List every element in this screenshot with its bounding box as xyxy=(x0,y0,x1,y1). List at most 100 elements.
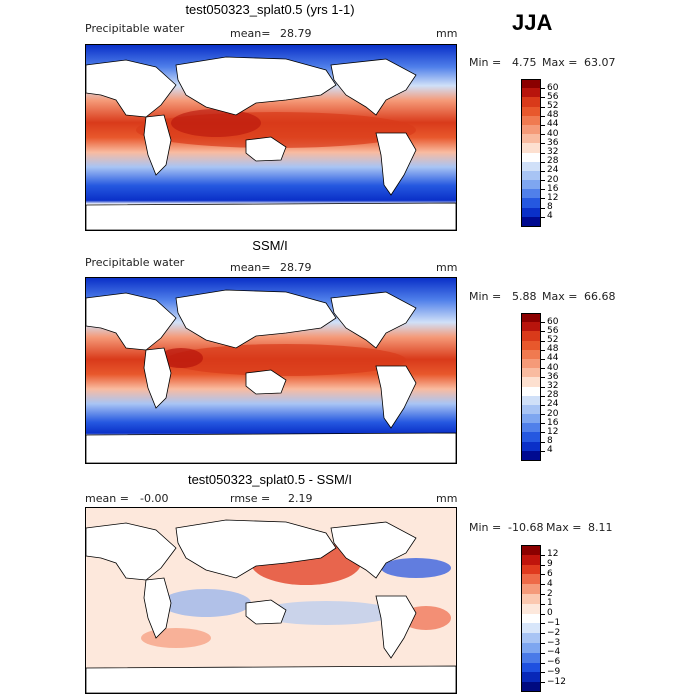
panel2-colorbar-tick xyxy=(541,432,545,434)
panel2-title: SSM/I xyxy=(252,238,288,253)
panel1-min-value: 4.75 xyxy=(512,56,537,69)
panel2-min-value: 5.88 xyxy=(512,290,537,303)
panel2-colorbar-tick xyxy=(541,404,545,406)
panel3-colorbar-label: −2 xyxy=(547,627,561,638)
panel2-colorbar-label: 36 xyxy=(547,371,559,382)
panel3-colorbar-tick xyxy=(541,564,545,566)
panel1-colorbar-label: 4 xyxy=(547,211,553,222)
panel1-colorbar-swatch xyxy=(521,170,541,181)
panel1-colorbar-label: 52 xyxy=(547,101,559,112)
panel2-colorbar-tick xyxy=(541,358,545,360)
panel3-colorbar-swatch xyxy=(521,643,541,653)
panel1-colorbar-swatch xyxy=(521,115,541,126)
panel2-colorbar-swatch xyxy=(521,386,541,397)
panel3-colorbar-tick xyxy=(541,603,545,605)
panel2-colorbar-tick xyxy=(541,377,545,379)
panel1-max-label: Max = xyxy=(542,56,578,69)
panel3-atl-negative xyxy=(381,558,451,578)
panel3-colorbar-label: 12 xyxy=(547,549,559,560)
panel2-colorbar-tick xyxy=(541,349,545,351)
panel1-colorbar-label: 56 xyxy=(547,91,559,102)
panel3-mean-value: -0.00 xyxy=(140,492,169,505)
panel2-colorbar-tick xyxy=(541,395,545,397)
panel2-colorbar-swatch xyxy=(521,441,541,452)
panel3-colorbar-tick xyxy=(541,574,545,576)
panel2-colorbar-swatches: 60 56 52 48 44 40 36 32 28 24 20 16 12 8 4 xyxy=(521,313,571,461)
panel1-title: test050323_splat0.5 (yrs 1-1) xyxy=(185,2,355,17)
panel3-so-positive xyxy=(141,628,211,648)
panel2-colorbar-swatch xyxy=(521,414,541,425)
panel3-colorbar-label: 1 xyxy=(547,598,553,609)
panel2-colorbar-tick xyxy=(541,441,545,443)
panel2-colorbar-label: 52 xyxy=(547,335,559,346)
panel2-colorbar-label: 24 xyxy=(547,399,559,410)
panel3-colorbar-tick xyxy=(541,672,545,674)
panel1-colorbar-label: 36 xyxy=(547,137,559,148)
panel2-colorbar: 60 56 52 48 44 40 36 32 28 24 20 16 12 8 4 xyxy=(521,313,571,461)
panel3-colorbar-tick xyxy=(541,613,545,615)
panel2-mean-value: 28.79 xyxy=(280,261,312,274)
panel2-colorbar-label: 48 xyxy=(547,344,559,355)
panel1-min-label: Min = xyxy=(469,56,502,69)
panel1-colorbar-tick xyxy=(541,198,545,200)
panel2-colorbar-swatch xyxy=(521,340,541,351)
panel3-colorbar-label: −6 xyxy=(547,657,561,668)
panel3-colorbar-swatch xyxy=(521,554,541,565)
panel2-max-label: Max = xyxy=(542,290,578,303)
panel2-map xyxy=(85,277,457,464)
panel2-colorbar-swatch xyxy=(521,368,541,379)
panel3-colorbar-label: −3 xyxy=(547,637,561,648)
panel3-colorbar-swatch xyxy=(521,652,541,663)
panel2-colorbar-label: 28 xyxy=(547,390,559,401)
panel1-colorbar-tick xyxy=(541,152,545,154)
panel1-colorbar-label: 8 xyxy=(547,202,553,213)
panel1-colorbar-label: 20 xyxy=(547,174,559,185)
panel2-mean-label: mean= xyxy=(230,261,271,274)
panel1-map xyxy=(85,44,457,231)
panel3-colorbar-label: −9 xyxy=(547,666,561,677)
panel3-colorbar-swatch xyxy=(521,672,541,683)
panel2-colorbar-swatch xyxy=(521,423,541,434)
panel3-rmse-value: 2.19 xyxy=(288,492,313,505)
panel3-colorbar-swatch xyxy=(521,545,541,555)
panel3-mean-label: mean = xyxy=(85,492,129,505)
panel3-colorbar: 12 9 6 4 2 1 0 −1 −2 −3 −4 −6 −9 −12 xyxy=(521,545,571,693)
season-title: JJA xyxy=(512,10,553,35)
panel3-colorbar-tick xyxy=(541,662,545,664)
panel3-units: mm xyxy=(436,492,458,505)
panel1-maritime-max xyxy=(171,109,261,137)
panel1-mean-value: 28.79 xyxy=(280,27,312,40)
panel3-continents xyxy=(86,519,456,693)
panel2-colorbar-swatch xyxy=(521,377,541,388)
panel3-colorbar-swatch xyxy=(521,682,541,693)
panel1-colorbar-label: 24 xyxy=(547,165,559,176)
panel2-colorbar-tick xyxy=(541,414,545,416)
panel2-colorbar-swatch xyxy=(521,358,541,369)
panel3-colorbar-swatch xyxy=(521,594,541,604)
panel1-colorbar-tick xyxy=(541,88,545,90)
panel2-colorbar-swatch xyxy=(521,322,541,333)
panel1-colorbar-swatch xyxy=(521,124,541,135)
panel1-colorbar-tick xyxy=(541,115,545,117)
panel3-max-value: 8.11 xyxy=(588,521,613,534)
panel1-colorbar: 60 56 52 48 44 40 36 32 28 24 20 16 12 8 4 xyxy=(521,79,571,227)
panel3-colorbar-label: 2 xyxy=(547,588,553,599)
panel2-colorbar-label: 16 xyxy=(547,417,559,428)
panel1-colorbar-swatch xyxy=(521,207,541,218)
panel3-min-label: Min = xyxy=(469,521,502,534)
panel2-colorbar-tick xyxy=(541,368,545,370)
panel1-continents xyxy=(86,56,456,230)
panel1-colorbar-tick xyxy=(541,161,545,163)
panel3-colorbar-swatch xyxy=(521,633,541,644)
panel3-colorbar-tick xyxy=(541,554,545,556)
panel3-colorbar-swatches: 12 9 6 4 2 1 0 −1 −2 −3 −4 −6 −9 −12 xyxy=(521,545,571,693)
panel2-colorbar-label: 56 xyxy=(547,325,559,336)
panel2-indian-max xyxy=(159,348,203,368)
panel2-colorbar-label: 40 xyxy=(547,362,559,373)
panel1-colorbar-tick xyxy=(541,180,545,182)
panel2-colorbar-label: 12 xyxy=(547,426,559,437)
panel3-colorbar-label: −4 xyxy=(547,647,561,658)
panel3-max-label: Max = xyxy=(546,521,582,534)
panel2-min-label: Min = xyxy=(469,290,502,303)
panel1-colorbar-tick xyxy=(541,134,545,136)
